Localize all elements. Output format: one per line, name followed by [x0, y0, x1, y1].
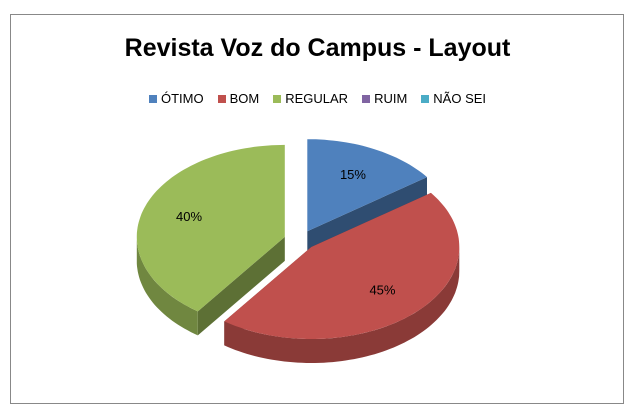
- chart-title: Revista Voz do Campus - Layout: [124, 34, 511, 62]
- legend-item: ÓTIMO: [148, 91, 204, 106]
- legend-label: BOM: [229, 91, 260, 106]
- pie-slice: [307, 139, 427, 232]
- legend-item: REGULAR: [273, 91, 348, 106]
- legend-item: RUIM: [362, 91, 407, 106]
- legend-swatch: [217, 94, 226, 103]
- legend-swatch: [421, 94, 430, 103]
- legend-swatch: [362, 94, 371, 103]
- legend-label: RUIM: [374, 91, 408, 106]
- pie-slice: [224, 192, 460, 339]
- pie-tops: [136, 139, 460, 339]
- legend-item: BOM: [217, 91, 260, 106]
- legend-label: ÓTIMO: [160, 91, 204, 106]
- slice-wall: [197, 236, 285, 336]
- legend-item: NÃO SEI: [421, 91, 486, 106]
- legend: ÓTIMO BOM REGULAR RUIM NÃO SEI: [0, 91, 635, 106]
- slice-side: [136, 236, 198, 336]
- chart-frame: [10, 14, 624, 404]
- slice-side: [224, 247, 460, 363]
- legend-label: REGULAR: [285, 91, 349, 106]
- data-label: 40%: [176, 209, 202, 224]
- legend-swatch: [273, 94, 282, 103]
- legend-swatch: [148, 94, 157, 103]
- legend-label: NÃO SEI: [433, 91, 487, 106]
- pie-slice: [136, 144, 285, 312]
- data-label: 45%: [369, 283, 395, 298]
- data-label: 15%: [340, 167, 366, 182]
